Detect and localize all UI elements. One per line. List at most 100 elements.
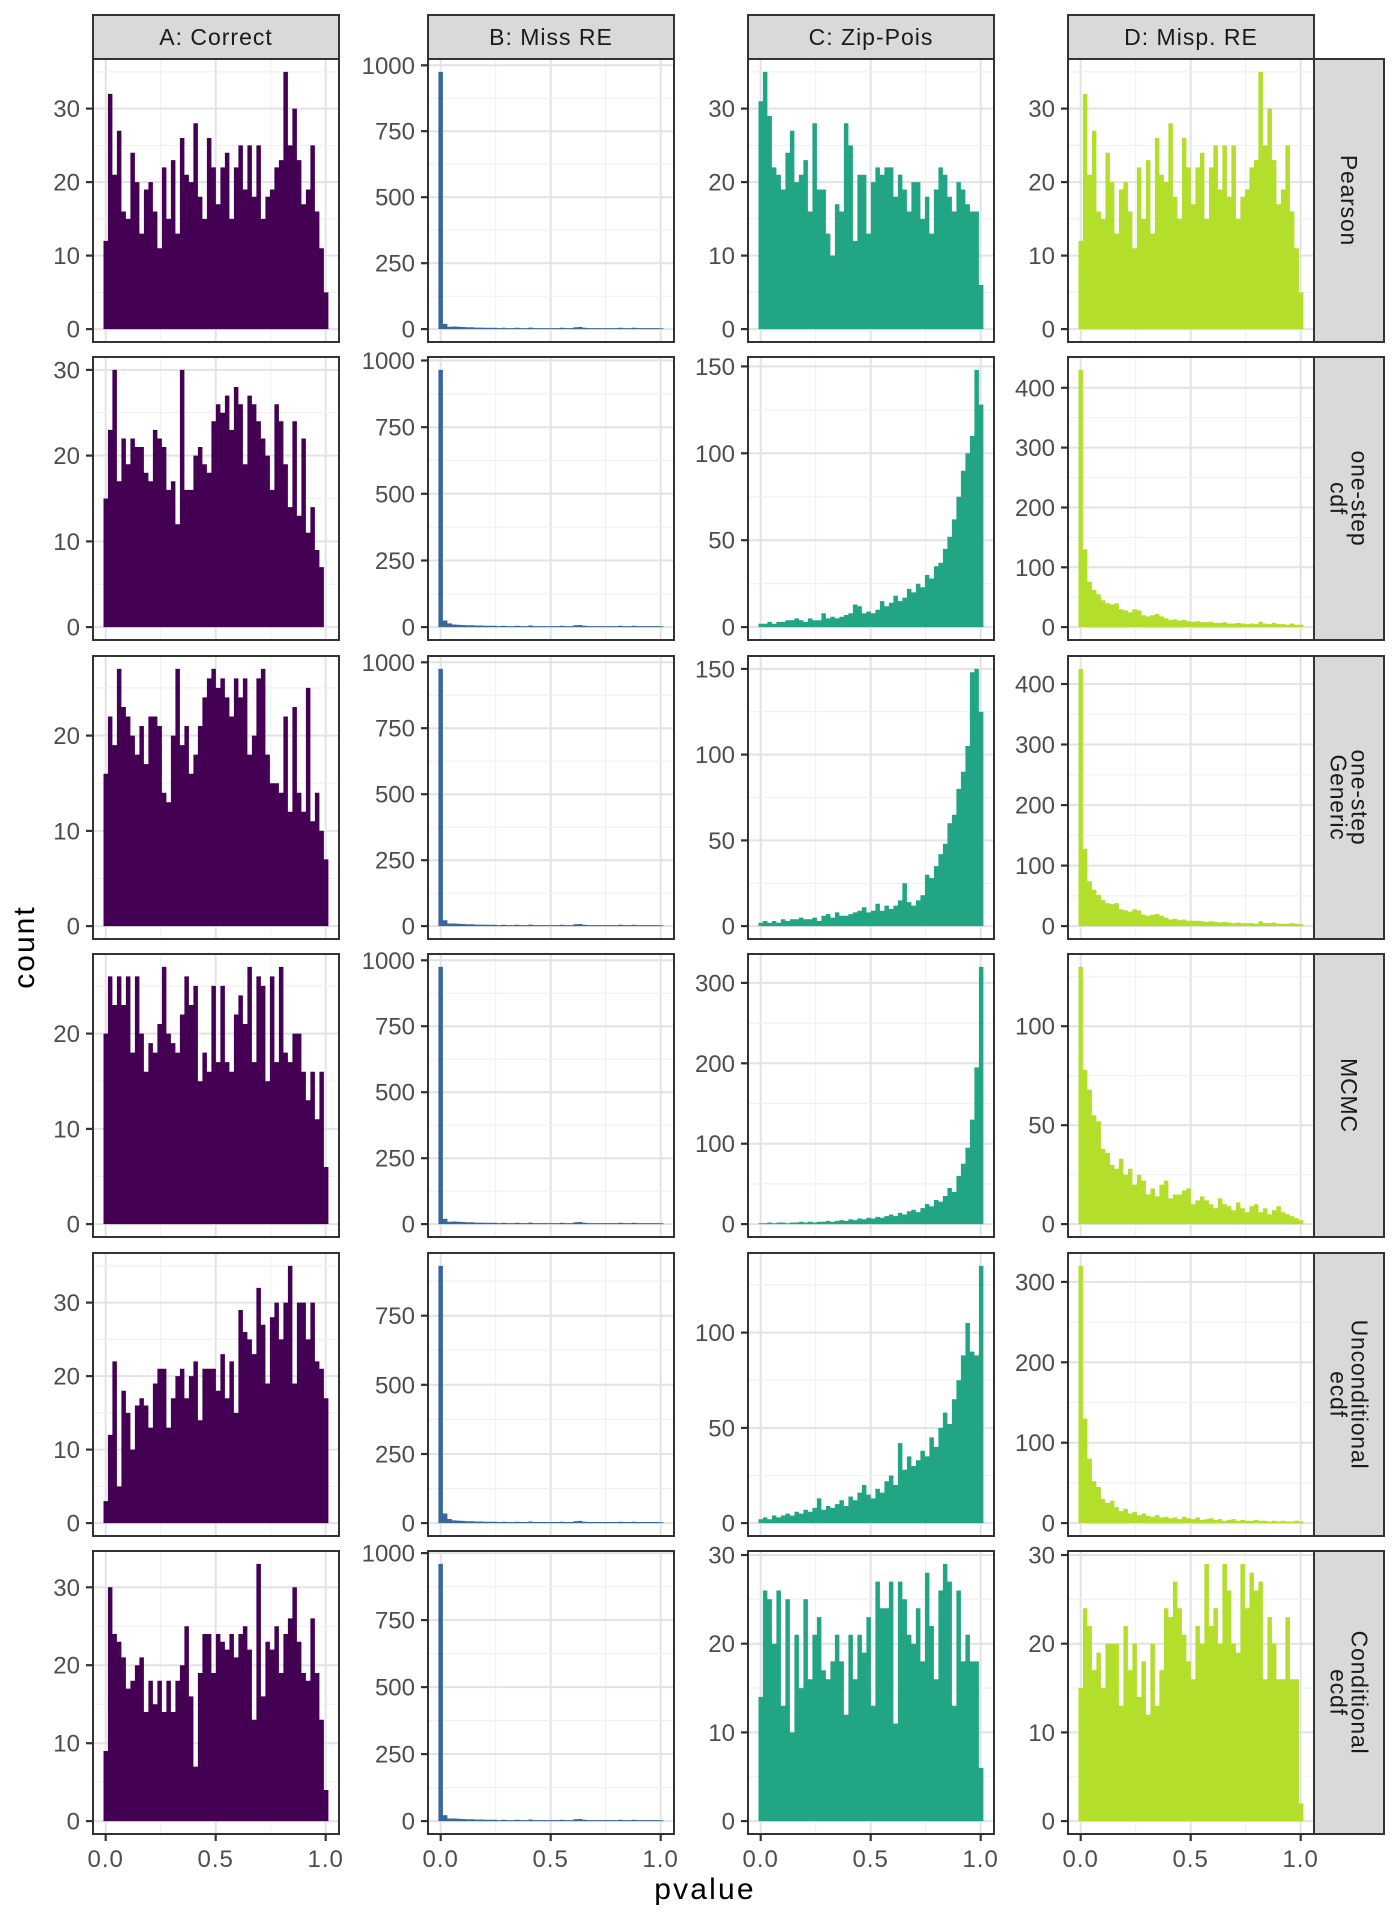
svg-text:0: 0	[67, 914, 80, 941]
svg-text:20: 20	[708, 1631, 735, 1658]
svg-text:30: 30	[1028, 1542, 1055, 1569]
svg-text:0: 0	[402, 1212, 415, 1239]
svg-text:100: 100	[1015, 1430, 1055, 1457]
svg-text:0: 0	[67, 1809, 80, 1836]
svg-text:150: 150	[695, 354, 735, 381]
svg-text:30: 30	[53, 96, 80, 123]
svg-text:250: 250	[375, 1742, 415, 1769]
svg-text:750: 750	[375, 716, 415, 743]
svg-text:0: 0	[722, 1511, 735, 1538]
svg-text:500: 500	[375, 481, 415, 508]
svg-text:750: 750	[375, 1303, 415, 1330]
svg-text:1000: 1000	[362, 348, 415, 375]
svg-text:20: 20	[53, 170, 80, 197]
svg-text:200: 200	[1015, 1350, 1055, 1377]
svg-text:750: 750	[375, 1608, 415, 1635]
svg-text:30: 30	[53, 357, 80, 384]
svg-text:0.0: 0.0	[743, 1846, 779, 1873]
svg-text:10: 10	[1028, 243, 1055, 270]
svg-text:0.5: 0.5	[853, 1846, 889, 1873]
svg-text:10: 10	[1028, 1720, 1055, 1747]
svg-text:0: 0	[1042, 1212, 1055, 1239]
svg-text:one-stepGeneric: one-stepGeneric	[1326, 750, 1373, 846]
svg-text:MCMC: MCMC	[1336, 1058, 1362, 1133]
svg-text:50: 50	[708, 1415, 735, 1442]
svg-text:0: 0	[402, 317, 415, 344]
svg-text:0: 0	[722, 317, 735, 344]
svg-text:1.0: 1.0	[308, 1846, 344, 1873]
svg-text:50: 50	[708, 528, 735, 555]
svg-text:1.0: 1.0	[963, 1846, 999, 1873]
svg-text:200: 200	[695, 1051, 735, 1078]
svg-text:150: 150	[695, 656, 735, 683]
svg-text:0.0: 0.0	[423, 1846, 459, 1873]
svg-text:0: 0	[67, 615, 80, 642]
svg-text:0: 0	[67, 1212, 80, 1239]
svg-text:0: 0	[1042, 615, 1055, 642]
svg-text:20: 20	[53, 1653, 80, 1680]
svg-text:1.0: 1.0	[643, 1846, 679, 1873]
svg-text:100: 100	[1015, 853, 1055, 880]
svg-text:30: 30	[53, 1575, 80, 1602]
svg-text:20: 20	[1028, 170, 1055, 197]
svg-text:0: 0	[1042, 317, 1055, 344]
svg-text:200: 200	[1015, 793, 1055, 820]
svg-text:100: 100	[695, 1131, 735, 1158]
svg-text:50: 50	[708, 828, 735, 855]
svg-text:10: 10	[53, 1116, 80, 1143]
svg-text:300: 300	[1015, 1269, 1055, 1296]
svg-text:30: 30	[53, 1290, 80, 1317]
svg-text:250: 250	[375, 1441, 415, 1468]
svg-text:0: 0	[402, 615, 415, 642]
svg-text:0: 0	[402, 1511, 415, 1538]
svg-text:250: 250	[375, 848, 415, 875]
svg-text:20: 20	[53, 723, 80, 750]
svg-text:250: 250	[375, 548, 415, 575]
svg-text:100: 100	[695, 1320, 735, 1347]
svg-text:1.0: 1.0	[1283, 1846, 1319, 1873]
svg-text:400: 400	[1015, 671, 1055, 698]
svg-text:1000: 1000	[362, 650, 415, 677]
svg-text:300: 300	[1015, 435, 1055, 462]
svg-text:20: 20	[1028, 1631, 1055, 1658]
svg-text:0: 0	[722, 1212, 735, 1239]
svg-text:0: 0	[722, 1809, 735, 1836]
svg-text:300: 300	[695, 970, 735, 997]
svg-text:100: 100	[695, 742, 735, 769]
svg-text:10: 10	[53, 1731, 80, 1758]
svg-text:A: Correct: A: Correct	[159, 24, 273, 50]
svg-text:20: 20	[53, 1364, 80, 1391]
svg-text:500: 500	[375, 1372, 415, 1399]
svg-text:10: 10	[53, 1437, 80, 1464]
svg-text:100: 100	[1015, 1014, 1055, 1041]
svg-text:300: 300	[1015, 732, 1055, 759]
svg-text:750: 750	[375, 119, 415, 146]
svg-text:1000: 1000	[362, 53, 415, 80]
svg-text:0.0: 0.0	[88, 1846, 124, 1873]
svg-text:400: 400	[1015, 375, 1055, 402]
svg-text:0: 0	[722, 615, 735, 642]
svg-text:10: 10	[53, 243, 80, 270]
svg-text:100: 100	[1015, 555, 1055, 582]
svg-text:10: 10	[708, 243, 735, 270]
svg-text:10: 10	[53, 818, 80, 845]
svg-text:500: 500	[375, 1675, 415, 1702]
svg-text:count: count	[8, 905, 41, 988]
svg-text:200: 200	[1015, 495, 1055, 522]
svg-text:500: 500	[375, 1080, 415, 1107]
svg-text:10: 10	[53, 529, 80, 556]
svg-text:0: 0	[402, 1809, 415, 1836]
svg-text:750: 750	[375, 415, 415, 442]
svg-text:Conditionalecdf: Conditionalecdf	[1326, 1631, 1373, 1755]
svg-text:250: 250	[375, 1146, 415, 1173]
svg-text:500: 500	[375, 185, 415, 212]
svg-text:20: 20	[53, 443, 80, 470]
svg-text:100: 100	[695, 441, 735, 468]
svg-text:Unconditionalecdf: Unconditionalecdf	[1326, 1320, 1373, 1470]
svg-text:0: 0	[1042, 1511, 1055, 1538]
svg-text:B: Miss RE: B: Miss RE	[489, 24, 613, 50]
svg-text:250: 250	[375, 251, 415, 278]
svg-text:0.0: 0.0	[1063, 1846, 1099, 1873]
svg-text:1000: 1000	[362, 948, 415, 975]
svg-text:30: 30	[708, 1542, 735, 1569]
